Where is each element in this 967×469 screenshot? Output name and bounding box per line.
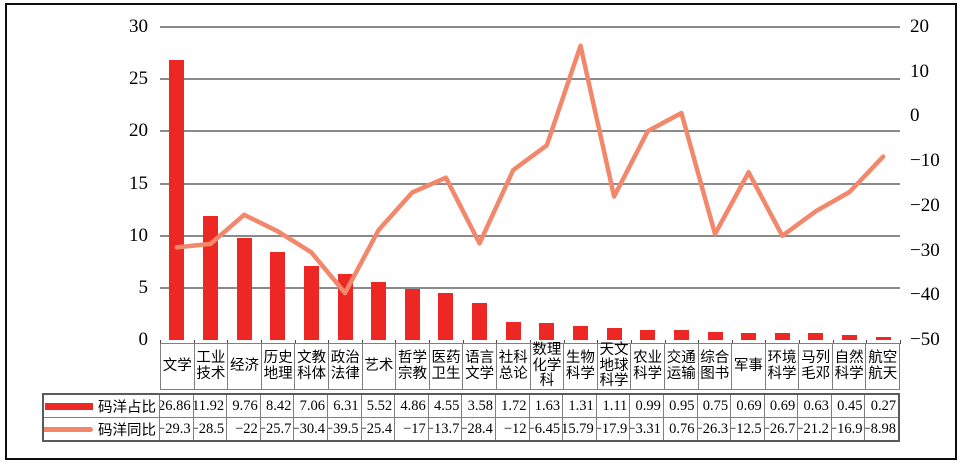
category-header-cell: 自然科学 [832, 343, 867, 390]
value-cell: −29.3 [160, 418, 194, 440]
table-row: 码洋占比 26.86 11.92 9.76 8.42 7.06 6.31 5.52 4.86 4.… [44, 395, 898, 418]
figure-frame [5, 3, 957, 460]
value-cell: −17.9 [597, 418, 631, 440]
data-table: 码洋占比 26.86 11.92 9.76 8.42 7.06 6.31 5.52 4.86 4.… [42, 393, 900, 442]
value-cell: 4.55 [429, 395, 463, 418]
category-header-cell: 军事 [732, 343, 766, 390]
category-header-cell: 医药卫生 [429, 343, 464, 390]
value-cell: 0.76 [664, 418, 698, 440]
category-header-cell: 数理化学科 [530, 343, 565, 390]
value-cell: 0.75 [698, 395, 732, 418]
value-cell: 9.76 [227, 395, 261, 418]
value-cell: 0.95 [664, 395, 698, 418]
value-cell: 0.45 [832, 395, 866, 418]
category-header-cell: 经济 [228, 343, 262, 390]
value-cell: −6.45 [530, 418, 564, 440]
value-cell: −30.4 [294, 418, 328, 440]
category-header-row: 文学 工业技术 经济 历史地理 文教科体 政治法律 艺术 哲学宗教 医药卫生 语言文学 社科总论 数理… [160, 343, 901, 390]
value-cell: −17 [395, 418, 429, 440]
category-header-cell: 文学 [160, 343, 195, 390]
value-cell: −16.9 [832, 418, 866, 440]
value-cell: 5.52 [362, 395, 396, 418]
category-header-cell: 环境科学 [765, 343, 800, 390]
category-header-cell: 艺术 [362, 343, 397, 390]
category-header-cell: 语言文学 [463, 343, 497, 390]
value-cell: 0.27 [870, 397, 897, 414]
category-header-cell: 哲学宗教 [396, 343, 430, 390]
line-series [174, 43, 886, 296]
value-cell: −26.3 [698, 418, 732, 440]
value-cell: 1.11 [597, 395, 631, 418]
value-cell: 1.31 [563, 395, 597, 418]
category-header-cell: 农业科学 [631, 343, 665, 390]
category-header-cell: 马列毛邓 [799, 343, 833, 390]
value-cell: −12 [496, 418, 530, 440]
category-header-cell: 工业技术 [194, 343, 229, 390]
legend-line-swatch [44, 426, 93, 432]
value-cell: 0.99 [630, 395, 664, 418]
category-header-cell: 航空航天 [866, 343, 901, 390]
value-cell: −22 [227, 418, 261, 440]
category-header-cell: 生物科学 [564, 343, 598, 390]
category-header-cell: 历史地理 [261, 343, 296, 390]
value-cell: −28.4 [462, 418, 496, 440]
value-cell: −3.31 [630, 418, 664, 440]
category-header-cell: 综合图书 [698, 343, 733, 390]
value-cell: 8.42 [261, 395, 295, 418]
legend-cell: 码洋同比 [44, 418, 160, 440]
value-cell: −13.7 [429, 418, 463, 440]
value-cell: −12.5 [731, 418, 765, 440]
category-header-cell: 社科总论 [496, 343, 531, 390]
value-cell: −39.5 [328, 418, 362, 440]
value-cell: 0.69 [765, 395, 799, 418]
value-cell: 6.31 [328, 395, 362, 418]
category-header-cell: 政治法律 [328, 343, 363, 390]
value-cell: 15.79 [563, 418, 597, 440]
value-cell: −25.4 [362, 418, 396, 440]
value-cell: −8.98 [865, 420, 897, 437]
value-cell: 4.86 [395, 395, 429, 418]
value-cell: 1.63 [530, 395, 564, 418]
legend-label: 码洋同比 [98, 422, 156, 439]
value-cell: 11.92 [194, 395, 228, 418]
legend-bar-swatch [45, 402, 93, 410]
value-cell: −26.7 [765, 418, 799, 440]
value-cell: 0.69 [731, 395, 765, 418]
value-cell: −25.7 [261, 418, 295, 440]
value-cell: −28.5 [194, 418, 228, 440]
category-header-cell: 交通运输 [664, 343, 699, 390]
value-cell: 7.06 [294, 395, 328, 418]
value-cell: 1.72 [496, 395, 530, 418]
value-cell: 0.63 [798, 395, 832, 418]
value-cell: 26.86 [160, 395, 194, 418]
value-cell: −21.2 [798, 418, 832, 440]
value-cell: 3.58 [462, 395, 496, 418]
category-header-cell: 文教科体 [295, 343, 329, 390]
legend-cell: 码洋占比 [44, 395, 160, 418]
legend-label: 码洋占比 [98, 399, 156, 416]
category-header-cell: 天文地球科学 [597, 343, 632, 390]
table-row: 码洋同比 −29.3 −28.5 −22 −25.7 −30.4 −39.5 −25.4 −17… [44, 417, 898, 440]
